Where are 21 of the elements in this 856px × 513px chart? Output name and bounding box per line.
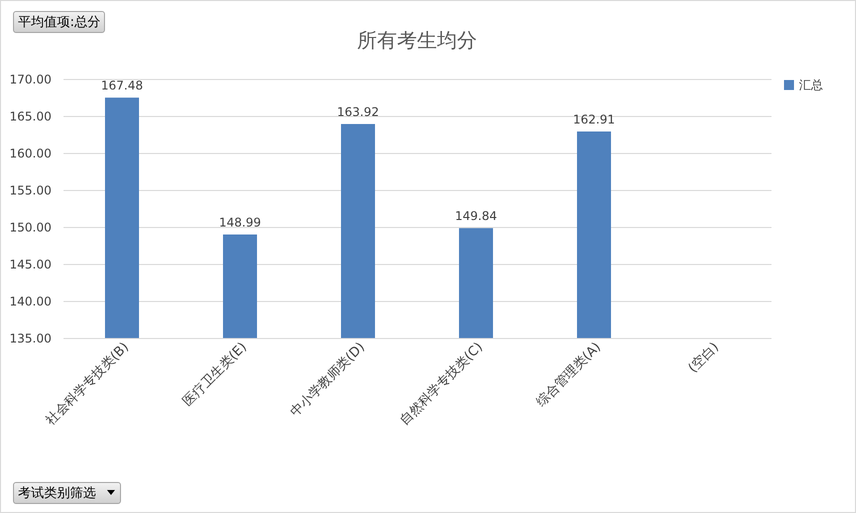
x-tick-label: 中小学教师类(D) [288, 340, 368, 420]
y-tick-label: 140.00 [10, 294, 52, 308]
x-tick-label: 医疗卫生类(E) [180, 340, 250, 410]
y-tick-label: 135.00 [10, 332, 52, 346]
legend-label: 汇总 [799, 78, 823, 92]
data-label: 149.84 [455, 209, 497, 224]
data-label: 162.91 [573, 112, 615, 126]
text: 平均值项:总分 [18, 15, 100, 30]
x-tick-label: (空白) [686, 340, 722, 376]
y-tick-label: 150.00 [10, 220, 52, 234]
y-tick-label: 160.00 [10, 146, 52, 160]
data-label: 167.48 [101, 78, 143, 93]
y-tick-label: 165.00 [10, 110, 52, 124]
y-tick-label: 145.00 [10, 258, 52, 272]
x-tick-label: 自然科学专技类(C) [397, 340, 486, 428]
data-label: 148.99 [219, 215, 261, 230]
text: 考试类别筛选 [18, 486, 96, 501]
data-label: 163.92 [337, 104, 379, 119]
y-tick-label: 155.00 [10, 184, 52, 198]
x-tick-label: 综合管理类(A) [534, 340, 604, 410]
y-tick-label: 170.00 [10, 72, 52, 86]
